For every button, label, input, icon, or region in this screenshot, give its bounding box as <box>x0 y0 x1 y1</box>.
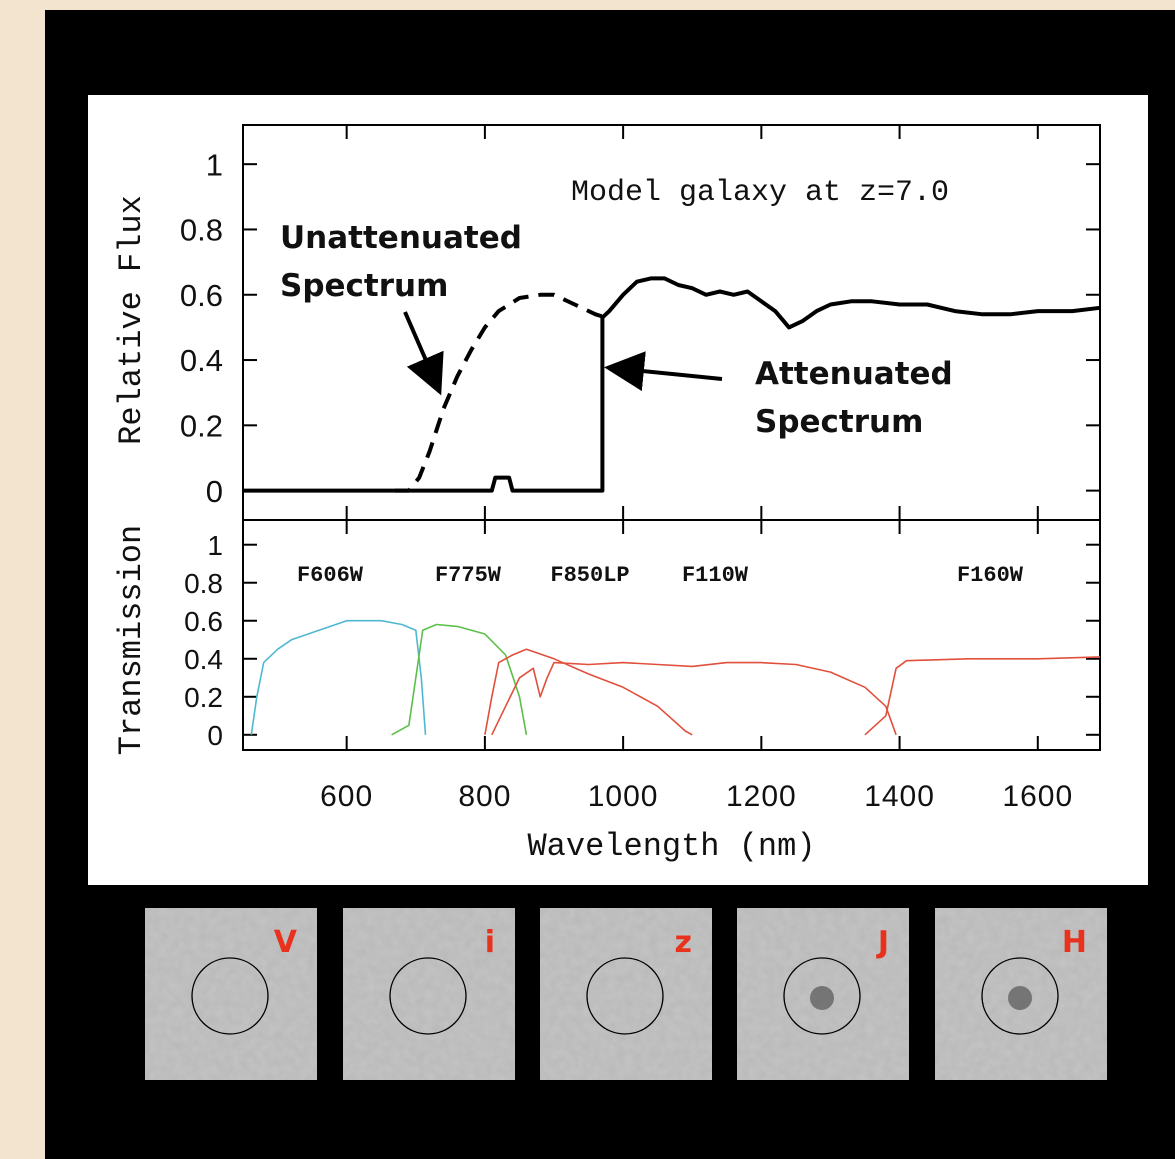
page: Vi z J H 0 0.2 0.4 0.6 0.8 1 Relative Flux Model g… <box>0 0 1175 1159</box>
annotation: Unattenuated <box>280 220 522 256</box>
band-label: H <box>1062 925 1087 960</box>
x-tick-label: 800 <box>458 780 511 813</box>
y-tick-label: 0.4 <box>184 644 223 675</box>
y-tick-label: 1 <box>206 147 223 182</box>
x-tick-label: 1400 <box>864 780 935 813</box>
source-blob <box>810 986 834 1010</box>
y-tick-label: 0.6 <box>184 606 223 637</box>
x-tick-label: 1000 <box>588 780 659 813</box>
filter-label: F775W <box>435 563 502 588</box>
filter-label: F110W <box>682 563 749 588</box>
y-tick-label: 0.4 <box>180 343 223 378</box>
y-tick-label: 0 <box>206 474 223 509</box>
y-tick-label: 0.8 <box>184 568 223 599</box>
annotation: Attenuated <box>755 356 953 392</box>
filter-label: F606W <box>297 563 364 588</box>
source-blob <box>1008 986 1032 1010</box>
y-tick-label: 1 <box>207 530 223 561</box>
band-label: J <box>876 925 889 960</box>
band-label: V <box>274 925 298 960</box>
x-axis-label: Wavelength (nm) <box>527 828 815 865</box>
y-tick-label: 0.2 <box>184 682 223 713</box>
annotation: Spectrum <box>755 404 923 440</box>
y-tick-label: 0 <box>207 720 223 751</box>
y-axis-label: Transmission <box>113 525 150 755</box>
annotation: Model galaxy at z=7.0 <box>571 176 949 210</box>
y-tick-label: 0.2 <box>180 408 223 443</box>
x-tick-label: 600 <box>320 780 373 813</box>
y-tick-label: 0.8 <box>180 213 223 248</box>
x-tick-label: 1600 <box>1002 780 1073 813</box>
x-tick-label: 1200 <box>726 780 797 813</box>
y-axis-label: Relative Flux <box>113 195 150 445</box>
band-label: z <box>675 925 692 960</box>
band-label: i <box>485 925 495 960</box>
y-tick-label: 0.6 <box>180 278 223 313</box>
filter-label: F160W <box>957 563 1024 588</box>
annotation: Spectrum <box>280 268 448 304</box>
filter-label: F850LP <box>550 563 629 588</box>
